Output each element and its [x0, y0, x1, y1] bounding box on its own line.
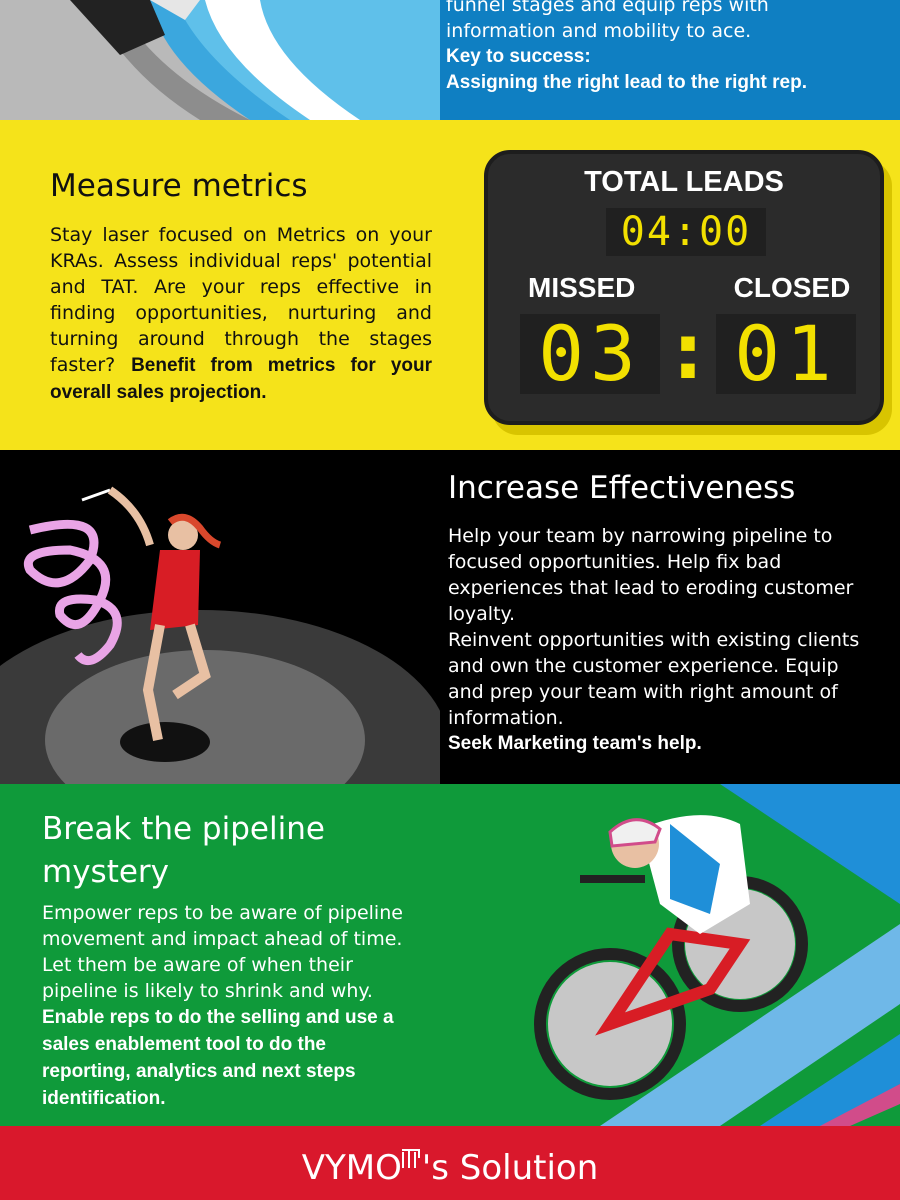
- effectiveness-body: Help your team by narrowing pipeline to …: [448, 523, 878, 757]
- gymnast-ribbon-illustration: [0, 486, 440, 784]
- key-text: Assigning the right lead to the right re…: [446, 72, 808, 93]
- metrics-section: Measure metrics Stay laser focused on Me…: [0, 120, 900, 450]
- total-leads-label: TOTAL LEADS: [584, 166, 784, 198]
- top-text: funnel stages and equip reps with inform…: [446, 0, 886, 96]
- pipeline-body-plain: Empower reps to be aware of pipeline mov…: [42, 902, 403, 1002]
- total-leads-value: 04:00: [606, 208, 766, 256]
- pipeline-body-bold: Enable reps to do the selling and use a …: [42, 1007, 394, 1109]
- metrics-body: Stay laser focused on Metrics on your KR…: [50, 222, 432, 406]
- top-line-1: funnel stages and equip reps with: [446, 0, 769, 16]
- metrics-title: Measure metrics: [50, 168, 308, 204]
- footer-section: VYMO 's Solution: [0, 1126, 900, 1200]
- pipeline-section: Break the pipeline mystery Empower reps …: [0, 784, 900, 1126]
- pipeline-title: Break the pipeline mystery: [42, 811, 325, 890]
- solution-title: VYMO 's Solution: [0, 1148, 900, 1188]
- solution-suffix: 's Solution: [421, 1148, 599, 1188]
- brand-name: VYMO: [301, 1148, 402, 1188]
- effectiveness-section: Increase Effectiveness Help your team by…: [0, 450, 900, 784]
- vymo-logo-icon: [401, 1149, 420, 1168]
- missed-label: MISSED: [528, 272, 636, 303]
- score-separator: :: [672, 307, 704, 396]
- closed-value: 01: [716, 314, 856, 394]
- effectiveness-para-1: Help your team by narrowing pipeline to …: [448, 525, 854, 625]
- bobsled-illustration: [0, 0, 440, 120]
- top-section: funnel stages and equip reps with inform…: [0, 0, 900, 120]
- effectiveness-bold: Seek Marketing team's help.: [448, 733, 702, 754]
- scoreboard: TOTAL LEADS 04:00 MISSED CLOSED 03 : 01: [484, 150, 884, 425]
- top-line-2: information and mobility to ace.: [446, 20, 752, 42]
- pipeline-body: Empower reps to be aware of pipeline mov…: [42, 900, 412, 1112]
- missed-value: 03: [520, 314, 660, 394]
- metrics-body-plain: Stay laser focused on Metrics on your KR…: [50, 224, 432, 376]
- metrics-body-bold: Benefit from metrics for your overall sa…: [50, 355, 432, 403]
- key-label: Key to success:: [446, 46, 591, 67]
- effectiveness-title: Increase Effectiveness: [448, 470, 796, 506]
- cyclist-illustration: [534, 784, 900, 1126]
- closed-label: CLOSED: [733, 272, 851, 303]
- effectiveness-para-2: Reinvent opportunities with existing cli…: [448, 629, 860, 729]
